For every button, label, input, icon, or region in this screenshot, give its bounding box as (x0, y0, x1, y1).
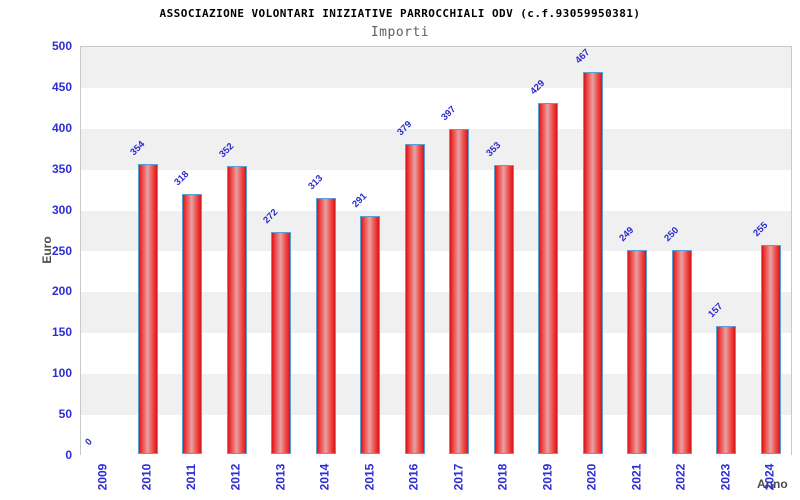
x-tick-label: 2012 (228, 463, 243, 491)
grid-band (81, 128, 791, 170)
bar (137, 164, 158, 454)
bar (449, 129, 470, 454)
x-tick-label: 2016 (406, 463, 421, 491)
bar (404, 143, 425, 454)
bar (671, 249, 692, 454)
x-tick-label: 2018 (495, 463, 510, 491)
bar (493, 165, 514, 454)
chart-title: ASSOCIAZIONE VOLONTARI INIZIATIVE PARROC… (159, 7, 641, 20)
y-tick-label: 50 (58, 407, 72, 422)
y-tick-label: 0 (65, 448, 72, 462)
x-tick-label: 2020 (584, 463, 599, 491)
bar (360, 215, 381, 454)
y-tick-label: 500 (51, 39, 72, 53)
y-tick-label: 400 (51, 120, 72, 135)
x-tick-label: 2019 (540, 463, 555, 491)
y-tick-label: 300 (51, 202, 72, 217)
bar (716, 325, 737, 454)
bar (226, 166, 247, 454)
x-tick-label: 2015 (362, 463, 377, 491)
x-tick-label: 2013 (273, 463, 288, 491)
bar (182, 193, 203, 454)
grid-band (81, 47, 791, 88)
y-tick-label: 450 (51, 79, 72, 94)
y-tick-label: 250 (51, 243, 72, 258)
y-tick-label: 100 (51, 366, 72, 381)
x-tick-label: 2017 (451, 463, 466, 491)
x-tick-label: 2014 (317, 463, 332, 491)
bar (315, 197, 336, 454)
y-tick-label: 350 (51, 161, 72, 176)
bar (271, 231, 292, 454)
x-tick-label: 2023 (718, 463, 733, 491)
x-tick-label: 2011 (184, 463, 199, 491)
x-tick-label: 2009 (95, 463, 110, 491)
grid-band (81, 87, 791, 129)
y-tick-label: 200 (51, 284, 72, 299)
x-tick-label: 2022 (673, 463, 688, 491)
bar (627, 250, 648, 454)
plot-area: 0 354 318 352 272 313 291 379 397 353 429 467 249 250… (80, 46, 792, 456)
x-tick-label: 2021 (629, 463, 644, 491)
bar (538, 103, 559, 454)
bar (760, 245, 781, 454)
x-tick-label: 2010 (139, 463, 154, 491)
x-tick-label: 2024 (762, 463, 777, 491)
bar (582, 72, 603, 454)
chart-subtitle: Importi (370, 25, 430, 40)
y-tick-label: 150 (51, 325, 72, 340)
x-axis-title: Anno (757, 477, 788, 491)
